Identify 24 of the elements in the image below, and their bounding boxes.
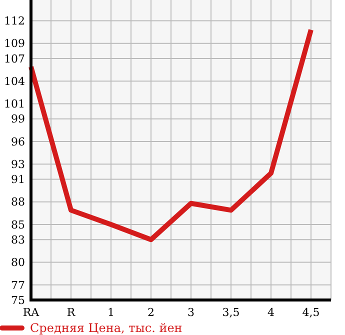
y-tick-label: 99 <box>11 112 25 126</box>
x-tick-label: RA <box>22 306 40 319</box>
x-tick-label: R <box>66 306 76 319</box>
y-tick-label: 75 <box>11 294 25 307</box>
x-tick-label: 3 <box>188 306 194 319</box>
x-tick-label: 2 <box>148 306 154 319</box>
x-tick-label: 3,5 <box>222 306 240 319</box>
x-tick-label: 1 <box>108 306 114 319</box>
y-tick-label: 101 <box>4 98 25 111</box>
y-tick-label: 112 <box>4 14 25 28</box>
y-tick-label: 93 <box>11 158 25 171</box>
y-tick-label: 77 <box>11 278 25 292</box>
y-tick-label: 104 <box>4 74 25 88</box>
x-tick-label: 4,5 <box>302 306 320 319</box>
y-tick-label: 107 <box>4 52 25 66</box>
x-tick-label: 4 <box>268 306 274 319</box>
y-tick-label: 80 <box>11 256 25 270</box>
y-tick-label: 85 <box>11 218 25 232</box>
y-tick-label: 91 <box>11 173 25 186</box>
y-tick-label: 96 <box>11 135 25 148</box>
y-tick-label: 109 <box>4 37 25 50</box>
y-tick-label: 83 <box>11 233 25 246</box>
y-tick-label: 88 <box>11 196 25 209</box>
legend-label: Средняя Цена, тыс. йен <box>30 321 182 335</box>
